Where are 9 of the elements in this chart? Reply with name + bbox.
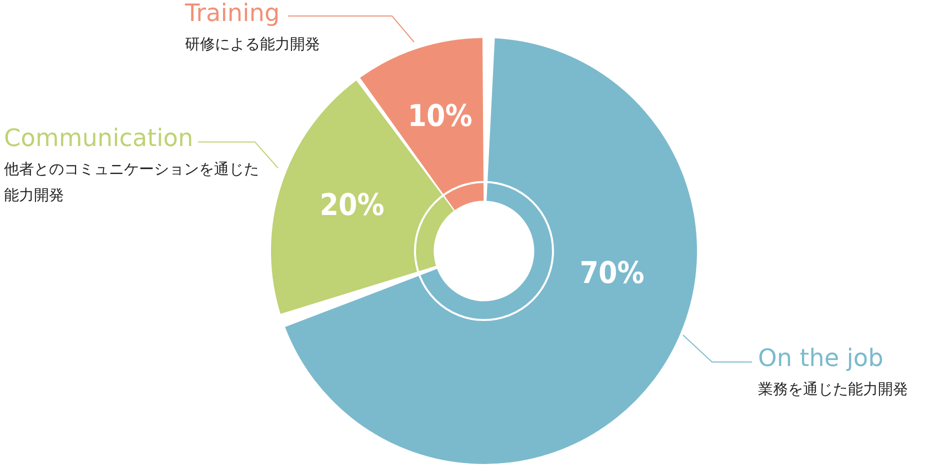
data-label: 10% <box>408 98 472 134</box>
slice-label: Training <box>184 0 280 28</box>
slice-label: Communication <box>4 124 194 152</box>
text: 他者とのコミュニケーションを通じた能力開発 <box>4 160 259 204</box>
data-label: 20% <box>320 188 384 223</box>
text: 研修による能力開発 <box>185 34 320 53</box>
slice-label: On the job <box>758 344 884 372</box>
data-label: 70% <box>580 256 644 291</box>
text: 業務を通じた能力開発 <box>758 380 908 398</box>
